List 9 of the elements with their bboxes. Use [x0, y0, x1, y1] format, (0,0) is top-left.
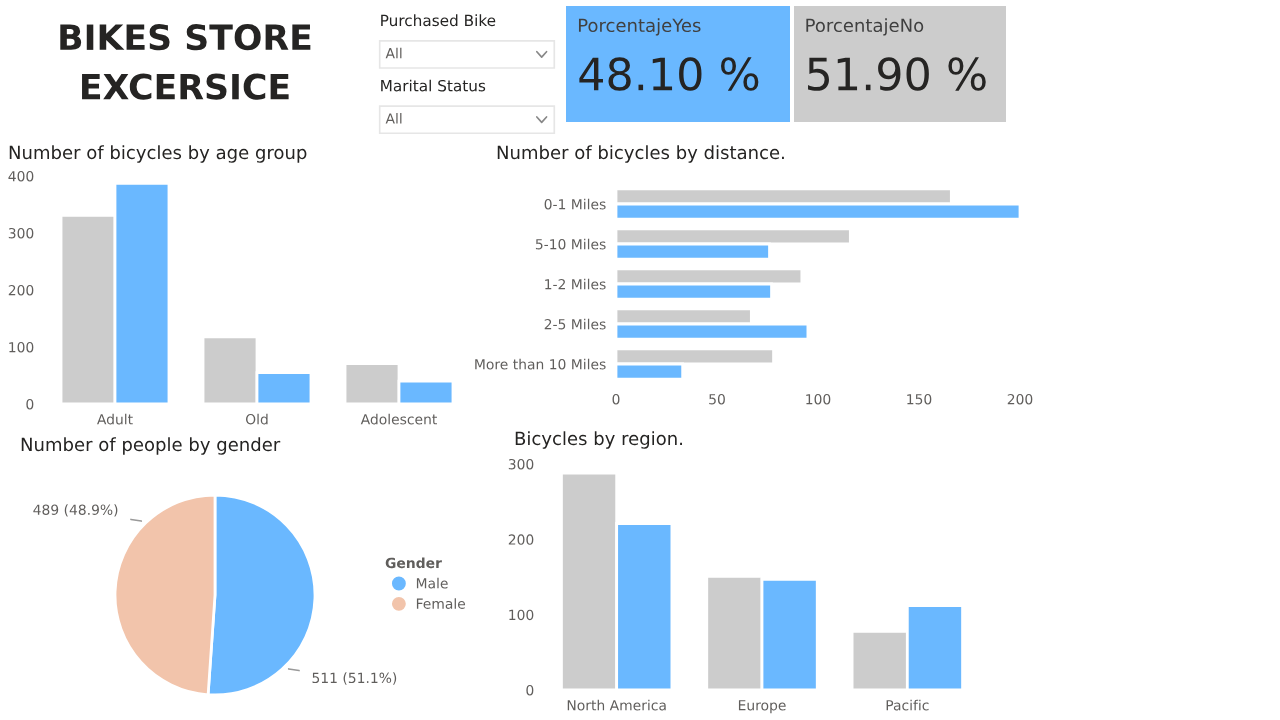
text: 51.90 % [808, 57, 986, 91]
text: BIKES STORE EXCERSICE [60, 24, 311, 100]
chart-title: Number of people by gender [21, 437, 281, 455]
chart-title: Number of bicycles by distance. [497, 145, 784, 163]
text: 48.10 % [579, 57, 759, 91]
text: PorcentajeNo [806, 18, 924, 36]
chart-title: Number of bicycles by age group [9, 145, 307, 163]
text: PorcentajeYes [578, 18, 701, 36]
chart-title: Bicycles by region. [515, 431, 682, 449]
